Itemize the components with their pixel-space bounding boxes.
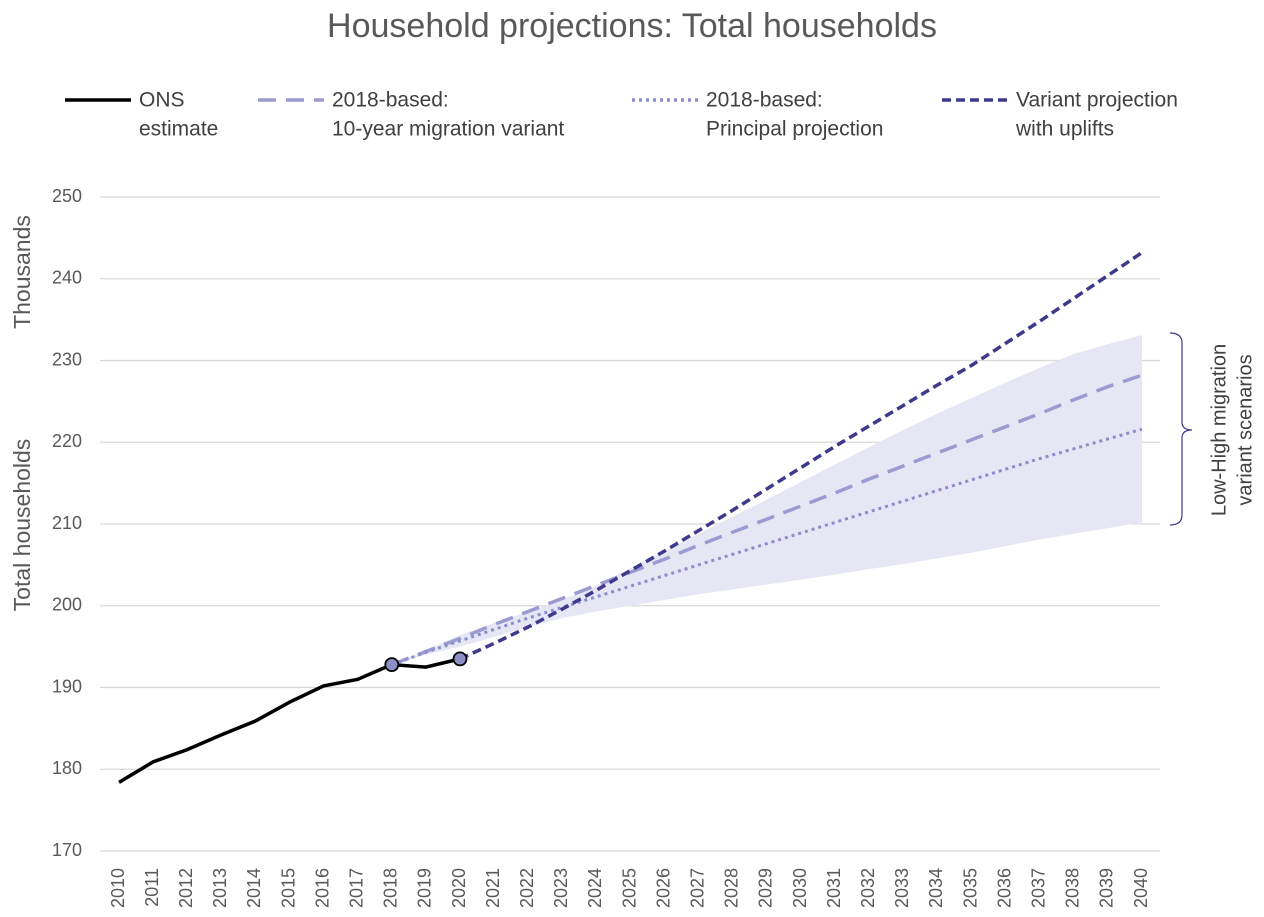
x-tick-label: 2036 [994,868,1014,908]
series-line [391,373,1143,667]
x-tick-label: 2040 [1131,868,1151,908]
x-tick-label: 2010 [108,868,128,908]
x-tick-label: 2021 [483,868,503,908]
legend-label: ONS [139,89,185,112]
y-tick-label: 180 [52,758,82,778]
y-tick-label: 190 [52,676,82,696]
x-tick-label: 2012 [176,868,196,908]
x-tick-label: 2038 [1063,868,1083,908]
x-tick-label: 2011 [142,868,162,907]
legend-label: 2018-based: [706,89,823,112]
y-tick-label: 250 [52,186,82,206]
x-tick-label: 2026 [653,868,673,908]
legend-label: Variant projection [1016,89,1178,112]
band-label: variant scenarios [1234,354,1256,505]
x-tick-label: 2037 [1028,868,1048,908]
y-tick-label: 220 [52,431,82,451]
y-tick-label: 230 [52,349,82,369]
band-label: Low-High migration [1208,344,1230,516]
x-tick-label: 2028 [722,868,742,908]
x-tick-label: 2013 [210,868,230,908]
series-line [391,427,1143,667]
x-tick-label: 2014 [244,868,264,908]
x-tick-label: 2035 [960,868,980,908]
x-tick-label: 2032 [858,868,878,908]
x-tick-label: 2031 [824,868,844,908]
x-tick-label: 2022 [517,868,537,908]
y-tick-label: 240 [52,268,82,288]
x-tick-label: 2024 [585,868,605,908]
x-tick-label: 2020 [449,868,469,908]
x-tick-label: 2034 [926,868,946,908]
migration-band [391,335,1142,665]
y-tick-label: 210 [52,513,82,533]
legend-label: 2018-based: [332,89,449,112]
x-tick-label: 2019 [415,868,435,908]
grid [100,196,1160,852]
point-marker [452,651,468,667]
x-tick-label: 2016 [312,868,332,908]
y-axis-label: Total households [9,439,35,612]
y-tick-label: 170 [52,840,82,860]
y-tick-label: 200 [52,595,82,615]
y-unit-label: Thousands [9,215,35,329]
x-tick-label: 2015 [278,868,298,908]
x-tick-label: 2033 [892,868,912,908]
x-tick-label: 2018 [381,868,401,908]
x-tick-label: 2029 [756,868,776,908]
x-tick-label: 2030 [790,868,810,908]
legend-label: 10-year migration variant [332,118,564,141]
x-tick-label: 2027 [687,868,707,908]
series-line [459,251,1143,661]
legend-label: with uplifts [1015,118,1114,141]
x-tick-label: 2025 [619,868,639,908]
series-line [118,657,461,784]
legend-label: estimate [139,118,218,141]
x-tick-label: 2017 [346,868,366,908]
legend-label: Principal projection [706,118,883,141]
chart-title: Household projections: Total households [327,7,937,45]
point-marker [384,657,400,673]
x-tick-label: 2039 [1097,868,1117,908]
band-bracket [1169,332,1193,526]
x-tick-label: 2023 [551,868,571,908]
